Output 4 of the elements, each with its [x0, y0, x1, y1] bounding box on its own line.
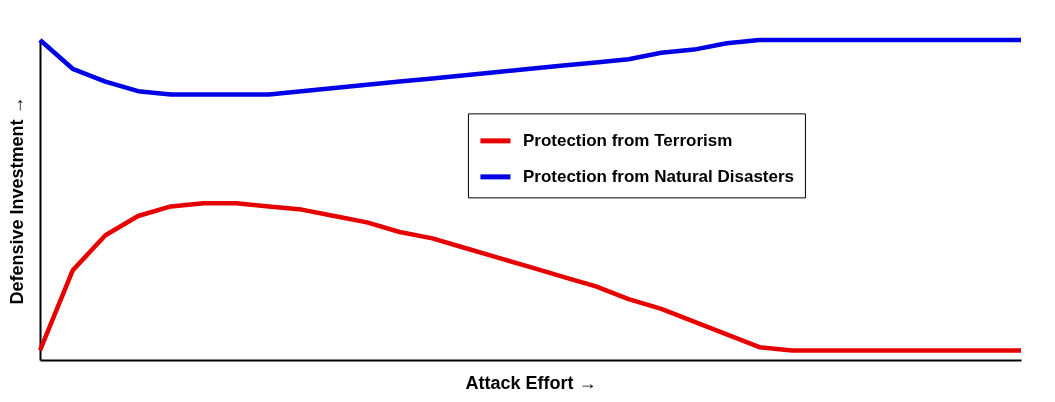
legend-label: Protection from Terrorism [522, 130, 733, 150]
y-axis-title: Defensive Investment → [6, 96, 27, 305]
x-axis-title: Attack Effort → [465, 372, 597, 393]
legend-label: Protection from Natural Disasters [522, 166, 795, 186]
